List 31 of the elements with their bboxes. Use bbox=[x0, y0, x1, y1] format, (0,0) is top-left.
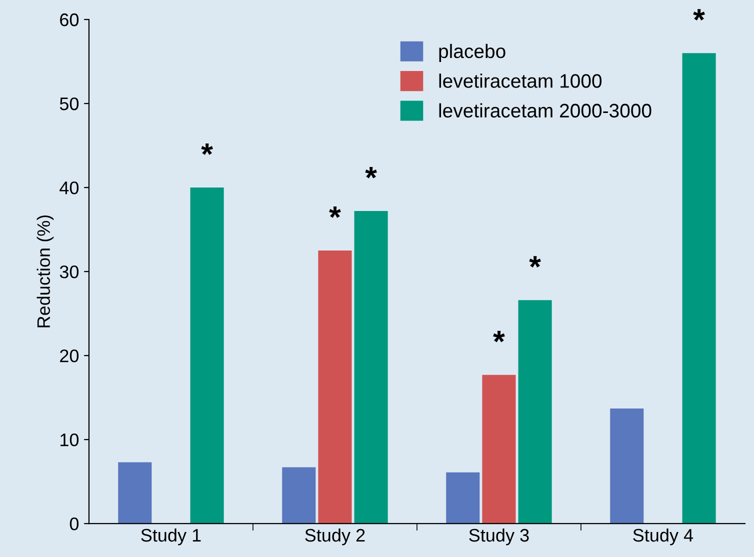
y-tick-label: 0 bbox=[70, 518, 79, 530]
legend-label: placebo bbox=[439, 44, 506, 62]
y-axis-title: Reduction (%) bbox=[36, 215, 54, 328]
legend-label: levetiracetam 1000 bbox=[439, 74, 602, 88]
bar bbox=[318, 250, 352, 524]
bar bbox=[190, 188, 224, 524]
y-tick-label: 50 bbox=[60, 97, 79, 110]
data-label: * bbox=[529, 256, 541, 268]
x-tick-label: Study 2 bbox=[305, 528, 365, 546]
bar bbox=[682, 53, 716, 524]
legend-label: levetiracetam 2000-3000 bbox=[439, 103, 652, 118]
x-tick-label: Study 4 bbox=[633, 528, 694, 546]
bar bbox=[354, 211, 388, 524]
y-tick-label: 20 bbox=[60, 349, 79, 362]
x-tick-label: Study 1 bbox=[141, 528, 201, 546]
bar bbox=[282, 467, 316, 524]
x-tick-label: Study 3 bbox=[469, 528, 529, 546]
bar bbox=[518, 300, 552, 524]
bar bbox=[610, 408, 644, 524]
y-tick-label: 40 bbox=[60, 181, 79, 194]
data-label: * bbox=[693, 9, 705, 20]
data-label: * bbox=[493, 330, 505, 342]
y-tick-label: 60 bbox=[60, 13, 79, 26]
bar bbox=[446, 472, 480, 524]
data-label: * bbox=[329, 206, 341, 218]
data-label: * bbox=[365, 167, 377, 178]
data-label: * bbox=[201, 143, 213, 155]
y-tick-label: 30 bbox=[60, 265, 79, 278]
y-tick-label: 10 bbox=[60, 434, 79, 446]
bar bbox=[118, 462, 152, 524]
bar bbox=[482, 374, 516, 524]
